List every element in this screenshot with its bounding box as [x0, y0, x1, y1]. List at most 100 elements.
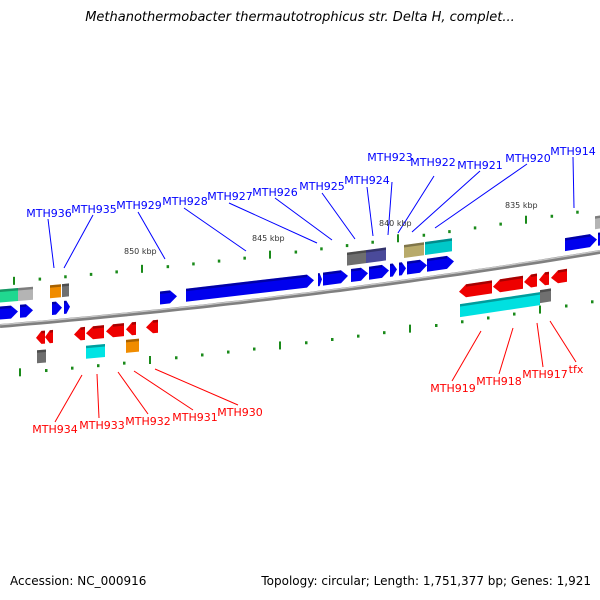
- scale-tick: [345, 244, 349, 248]
- scale-tick: [13, 276, 15, 285]
- gene-label[interactable]: MTH929: [116, 199, 161, 212]
- scale-label: 840 kbp: [379, 219, 412, 228]
- label-leader-line: [63, 214, 94, 269]
- gene-shading: [132, 321, 136, 325]
- gene-shading: [404, 242, 424, 248]
- feature-box: [0, 288, 18, 303]
- scale-tick: [166, 265, 170, 269]
- feature-box: [404, 242, 424, 258]
- forward-gene-arrow: [0, 305, 18, 320]
- gene-shading: [62, 283, 69, 287]
- gene-label[interactable]: MTH936: [26, 207, 71, 220]
- gene-shading: [18, 286, 33, 291]
- gene-label[interactable]: MTH918: [476, 375, 521, 388]
- gene-label[interactable]: MTH928: [162, 195, 207, 208]
- gene-label[interactable]: MTH934: [32, 423, 77, 436]
- reverse-gene-arrow: [551, 268, 567, 284]
- gene-label[interactable]: MTH926: [252, 186, 297, 199]
- scale-tick: [397, 234, 399, 243]
- scale-tick: [269, 250, 271, 259]
- gene-label[interactable]: MTH932: [125, 415, 170, 428]
- reverse-gene-arrow: [74, 326, 85, 341]
- scale-tick: [149, 356, 151, 365]
- reverse-gene-arrow: [459, 280, 492, 298]
- scale-tick: [279, 341, 281, 350]
- forward-gene-arrow: [407, 259, 427, 275]
- gene-shading: [64, 300, 67, 304]
- gene-label[interactable]: MTH919: [430, 382, 475, 395]
- gene-shading: [425, 238, 452, 245]
- gene-label[interactable]: MTH925: [299, 180, 344, 193]
- scale-tick: [115, 270, 118, 274]
- gene-label[interactable]: MTH933: [79, 419, 124, 432]
- gene-shading: [407, 259, 420, 264]
- gene-shading: [369, 264, 382, 270]
- reverse-gene-arrow: [86, 325, 104, 340]
- scale-tick: [409, 324, 411, 333]
- feature-box: [126, 338, 139, 353]
- forward-gene-arrow: [20, 304, 33, 318]
- label-leader-line: [321, 192, 356, 240]
- gene-label[interactable]: MTH914: [550, 145, 595, 158]
- gene-label[interactable]: MTH927: [207, 190, 252, 203]
- feature-box: [86, 344, 105, 359]
- gene-shading: [0, 305, 11, 309]
- scale-tick: [19, 368, 21, 377]
- feature-box: [460, 300, 485, 318]
- gene-label[interactable]: MTH922: [410, 156, 455, 169]
- gene-shading: [595, 215, 600, 219]
- label-leader-line: [133, 370, 194, 411]
- scale-tick: [565, 304, 568, 308]
- gene-shading: [52, 301, 56, 305]
- gene-shading: [50, 284, 61, 288]
- reverse-gene-arrow: [524, 273, 537, 288]
- gene-label[interactable]: MTH930: [217, 406, 262, 419]
- gene-label[interactable]: MTH931: [172, 411, 217, 424]
- label-leader-line: [96, 373, 100, 419]
- scale-tick: [525, 215, 527, 224]
- scale-tick: [499, 222, 502, 226]
- gene-label[interactable]: MTH921: [457, 159, 502, 172]
- gene-shading: [500, 275, 523, 282]
- gene-shading: [545, 271, 549, 275]
- gene-label[interactable]: tfx: [569, 363, 584, 376]
- scale-label: 845 kbp: [252, 234, 285, 243]
- backbone-highlight: [0, 250, 600, 326]
- scale-tick: [576, 210, 579, 214]
- scale-tick: [64, 275, 67, 279]
- feature-box: [485, 295, 515, 314]
- scale-label: 835 kbp: [505, 201, 538, 210]
- label-leader-line: [154, 368, 239, 406]
- gene-label[interactable]: MTH924: [344, 174, 389, 187]
- feature-box: [347, 250, 366, 266]
- gene-shading: [399, 262, 402, 266]
- label-leader-line: [498, 327, 514, 375]
- scale-tick: [227, 350, 230, 354]
- reverse-gene-arrow: [146, 319, 158, 334]
- gene-shading: [366, 247, 386, 253]
- scale-tick: [253, 347, 256, 351]
- label-leader-line: [183, 207, 247, 252]
- feature-box: [526, 292, 540, 308]
- label-leader-line: [411, 170, 481, 233]
- scale-tick: [513, 312, 516, 316]
- gene-label[interactable]: MTH935: [71, 203, 116, 216]
- gene-shading: [466, 280, 492, 287]
- forward-gene-arrow: [390, 263, 397, 277]
- scale-tick: [71, 366, 74, 370]
- gene-shading: [526, 292, 540, 297]
- gene-label[interactable]: MTH923: [367, 151, 412, 164]
- reverse-gene-arrow: [493, 275, 523, 293]
- scale-tick: [383, 331, 386, 335]
- gene-shading: [351, 267, 361, 272]
- label-leader-line: [137, 211, 166, 260]
- gene-shading: [37, 349, 46, 353]
- forward-gene-arrow: [318, 273, 322, 287]
- scale-tick: [89, 272, 93, 276]
- gene-label[interactable]: MTH917: [522, 368, 567, 381]
- reverse-gene-arrow: [45, 329, 53, 344]
- gene-label[interactable]: MTH920: [505, 152, 550, 165]
- feature-box: [50, 284, 61, 299]
- label-leader-line: [274, 197, 333, 241]
